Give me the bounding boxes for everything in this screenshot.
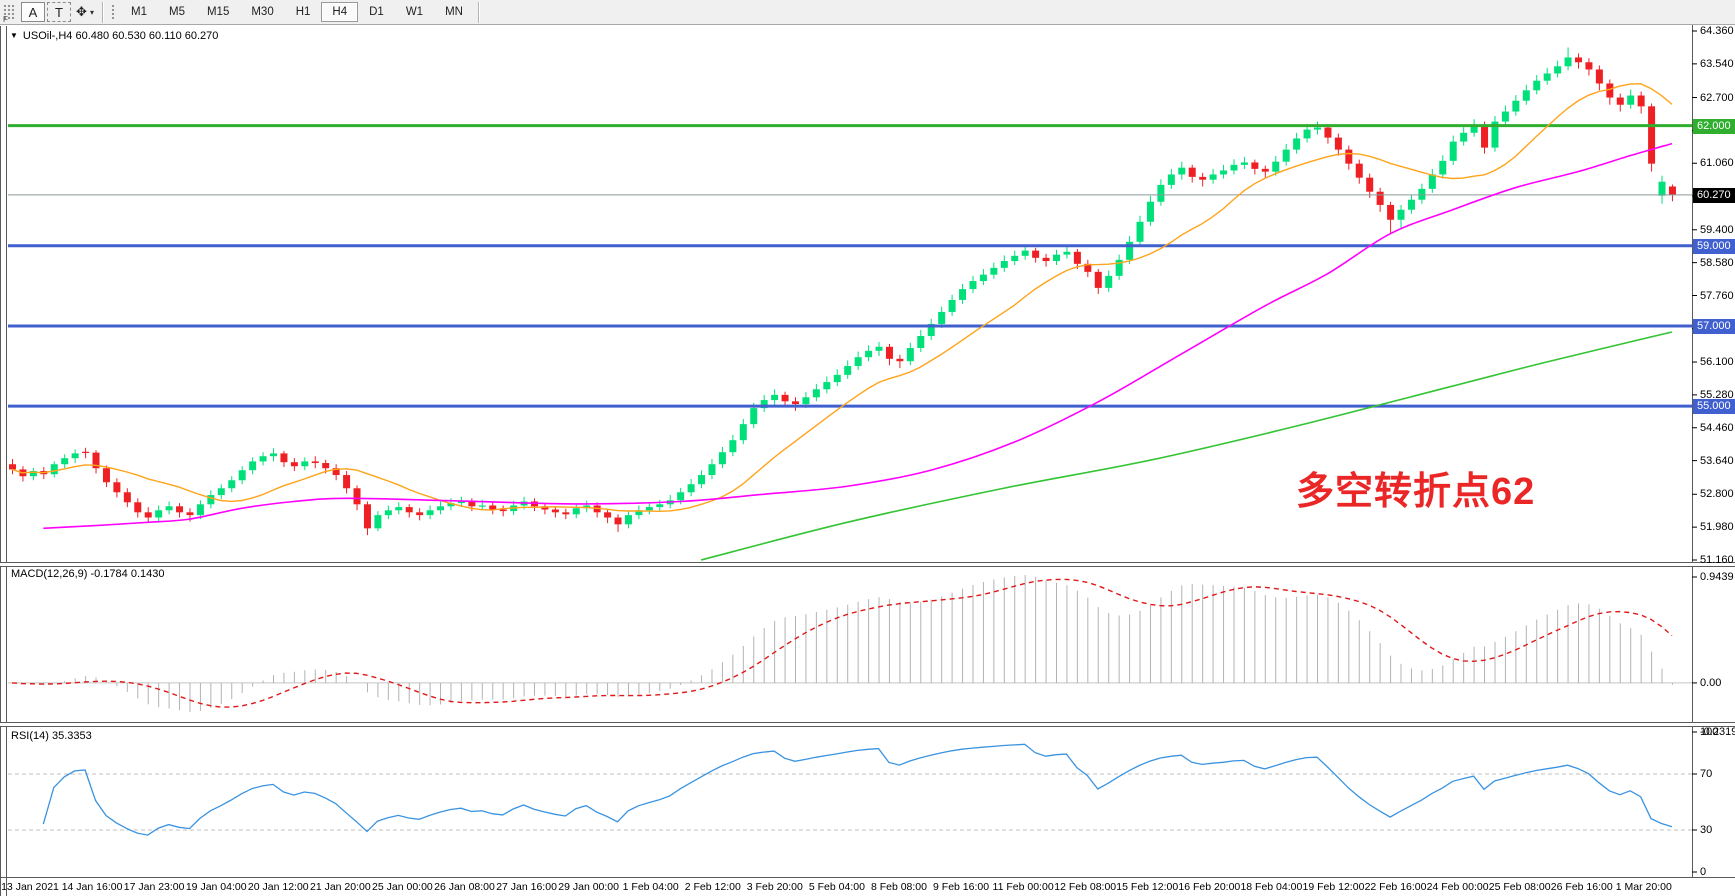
price-axis-tick: 61.060 — [1700, 157, 1734, 170]
price-axis-tick: 52.800 — [1700, 488, 1734, 501]
time-axis-label: 1 Feb 04:00 — [622, 881, 679, 893]
time-axis-label: 9 Feb 16:00 — [933, 881, 990, 893]
time-axis-label: 22 Feb 16:00 — [1364, 881, 1427, 893]
time-axis-label: 8 Feb 08:00 — [870, 881, 927, 893]
price-axis-tick: 51.980 — [1700, 521, 1734, 534]
timeframe-button-h4[interactable]: H4 — [321, 2, 359, 22]
rsi-axis-label: 100 — [1700, 726, 1719, 738]
time-axis-label: 27 Jan 16:00 — [496, 881, 557, 893]
time-axis-label: 20 Jan 12:00 — [247, 881, 309, 893]
macd-axis-label: -0.2319 — [1700, 726, 1735, 738]
window-left-edge — [0, 26, 7, 896]
price-axis-tick: 64.360 — [1700, 25, 1734, 37]
time-axis-label: 26 Feb 16:00 — [1550, 881, 1613, 893]
font-tool-button[interactable]: A — [21, 2, 45, 22]
timeframe-toolbar: M1 M5 M15 M30 H1 H4 D1 W1 MN — [120, 2, 474, 22]
time-axis-label: 2 Feb 12:00 — [684, 881, 741, 893]
rsi-axis-label: 70 — [1700, 768, 1713, 780]
rsi-indicator-label: RSI(14) 35.3353 — [11, 730, 92, 742]
time-axis-label: 1 Mar 20:00 — [1615, 881, 1672, 893]
macd-axis-label: 0.9439 — [1700, 571, 1734, 583]
toolbar-separator — [102, 1, 103, 23]
toolbar-separator — [477, 1, 479, 23]
time-axis-label: 18 Feb 04:00 — [1240, 881, 1303, 893]
chart-title: ▼ USOil-,H4 60.480 60.530 60.110 60.270 — [10, 30, 218, 42]
chart-text-annotation: 多空转折点62 — [1296, 471, 1536, 513]
price-axis-tick: 51.160 — [1700, 554, 1734, 566]
timeframe-button-d1[interactable]: D1 — [369, 6, 384, 18]
time-axis-label: 21 Jan 20:00 — [309, 881, 371, 893]
time-axis-label: 5 Feb 04:00 — [808, 881, 865, 893]
text-tool-button[interactable]: T — [47, 2, 71, 22]
price-level-box-57.000: 57.000 — [1693, 318, 1735, 334]
toolbar-corner-label: F — [3, 15, 8, 24]
timeframe-button-mn[interactable]: MN — [445, 6, 463, 18]
price-axis-tick: 63.540 — [1700, 57, 1734, 70]
price-axis-tick: 53.640 — [1700, 454, 1734, 467]
panel-separator-macd-rsi[interactable] — [0, 722, 1735, 727]
rsi-axis-label: 30 — [1700, 824, 1713, 836]
time-axis-label: 19 Feb 12:00 — [1302, 881, 1365, 893]
chevron-down-icon: ▾ — [89, 7, 94, 17]
cursor-tool-button[interactable]: ✥ ▾ — [73, 2, 97, 22]
time-axis-label: 16 Feb 20:00 — [1178, 881, 1241, 893]
panel-separator-main-macd[interactable] — [0, 562, 1735, 567]
toolbar: F A T ✥ ▾ M1 M5 M15 M30 H1 H4 D1 W1 MN — [0, 0, 1735, 25]
toolbar-drag-handle-icon[interactable] — [3, 4, 16, 20]
rsi-axis-label: 0 — [1700, 866, 1707, 878]
price-level-box-59.000: 59.000 — [1693, 238, 1735, 254]
price-axis-tick: 58.580 — [1700, 256, 1734, 269]
chart-canvas[interactable] — [0, 25, 1735, 896]
timeframe-button-m5[interactable]: M5 — [168, 6, 185, 18]
time-axis-label: 11 Feb 00:00 — [992, 881, 1054, 893]
time-axis-label: 15 Feb 12:00 — [1116, 881, 1179, 893]
macd-axis-label: 0.00 — [1700, 676, 1722, 689]
time-axis-label: 26 Jan 08:00 — [434, 881, 495, 893]
price-level-box-55.000: 55.000 — [1693, 399, 1735, 415]
time-axis-label: 25 Feb 08:00 — [1488, 881, 1551, 893]
price-axis-tick: 55.280 — [1700, 388, 1734, 401]
price-axis-tick: 59.400 — [1700, 223, 1734, 236]
time-axis-border — [0, 877, 1735, 878]
price-axis-tick: 57.760 — [1700, 289, 1734, 302]
macd-indicator-label: MACD(12,26,9) -0.1784 0.1430 — [11, 568, 165, 580]
collapse-triangle-icon[interactable]: ▼ — [10, 31, 18, 40]
cursor-icon: ✥ — [76, 4, 87, 19]
timeframe-button-m15[interactable]: M15 — [206, 6, 230, 18]
timeframe-button-h1[interactable]: H1 — [295, 6, 311, 18]
price-level-box-62.000: 62.000 — [1693, 118, 1735, 134]
time-axis-label: 29 Jan 00:00 — [558, 881, 619, 893]
time-axis-label: 24 Feb 00:00 — [1426, 881, 1489, 893]
time-axis-label: 14 Jan 16:00 — [61, 881, 123, 893]
symbol-ohlc-text: USOil-,H4 60.480 60.530 60.110 60.270 — [22, 30, 219, 42]
timeframe-button-m30[interactable]: M30 — [251, 6, 274, 18]
time-axis-label: 19 Jan 04:00 — [185, 881, 247, 893]
timeframe-button-m1[interactable]: M1 — [131, 6, 147, 18]
time-axis-label: 3 Feb 20:00 — [746, 881, 803, 893]
timeframe-button-w1[interactable]: W1 — [405, 6, 424, 18]
time-axis-label: 12 Feb 08:00 — [1054, 881, 1117, 893]
price-level-box-60.270: 60.270 — [1693, 187, 1735, 203]
time-axis-label: 17 Jan 23:00 — [123, 881, 185, 893]
price-axis-tick: 54.460 — [1700, 421, 1734, 434]
time-axis-label: 25 Jan 00:00 — [372, 881, 433, 893]
price-axis-tick: 62.700 — [1700, 91, 1734, 104]
timeframe-toolbar-handle-icon[interactable] — [111, 4, 116, 20]
time-axis-label: 13 Jan 2021 — [1, 881, 59, 893]
price-axis-tick: 56.100 — [1700, 356, 1734, 369]
